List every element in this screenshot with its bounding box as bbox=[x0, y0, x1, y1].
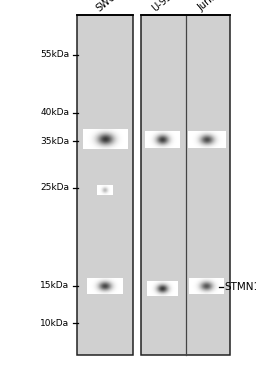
Text: 25kDa: 25kDa bbox=[40, 183, 69, 193]
Bar bbox=[77, 15, 133, 355]
Bar bbox=[141, 15, 230, 355]
Text: SW620: SW620 bbox=[95, 0, 127, 13]
Text: 40kDa: 40kDa bbox=[40, 108, 69, 117]
Text: Jurkat: Jurkat bbox=[196, 0, 224, 13]
Text: U-937: U-937 bbox=[150, 0, 178, 13]
Text: 35kDa: 35kDa bbox=[40, 136, 69, 146]
Text: 15kDa: 15kDa bbox=[40, 281, 69, 290]
Text: 55kDa: 55kDa bbox=[40, 50, 69, 59]
Text: STMN1: STMN1 bbox=[224, 282, 256, 292]
Text: 10kDa: 10kDa bbox=[40, 319, 69, 328]
